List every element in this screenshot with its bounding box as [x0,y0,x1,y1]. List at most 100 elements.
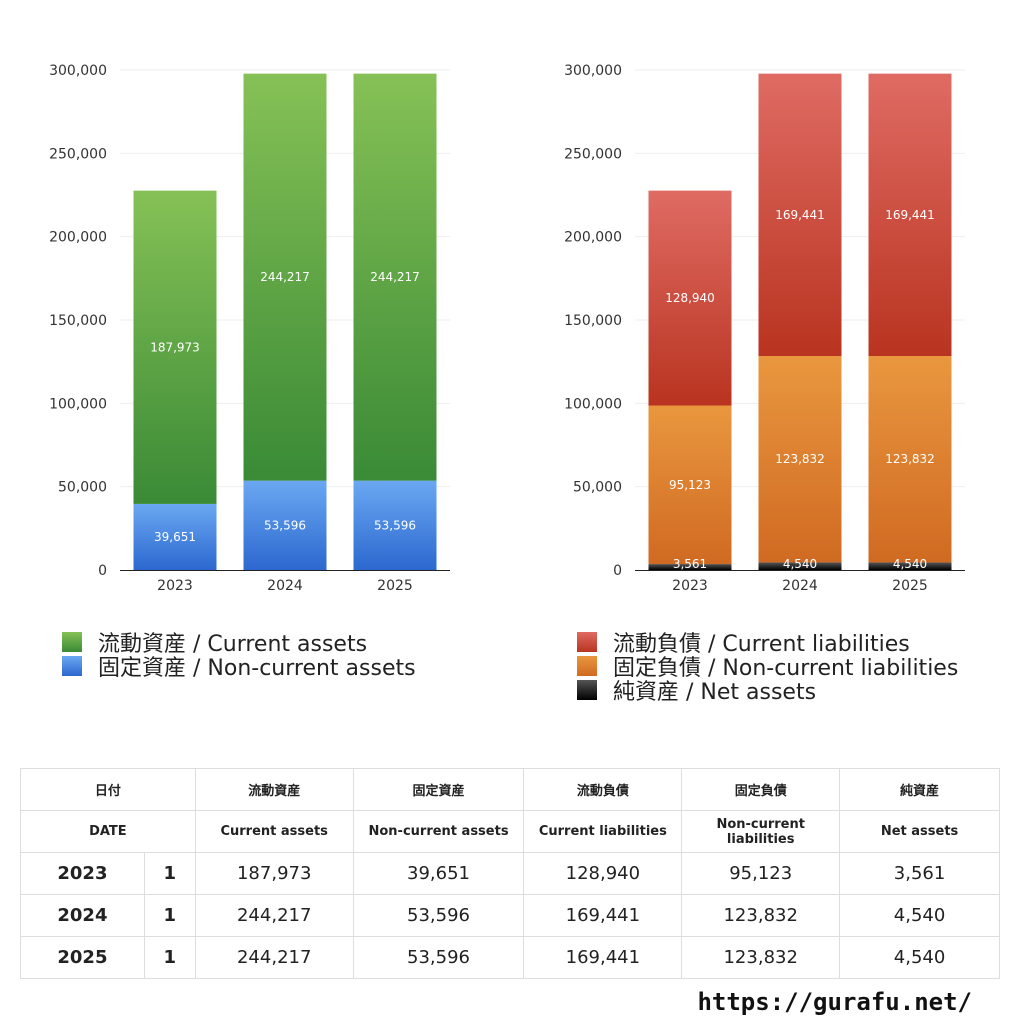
table-cell-net-assets: 4,540 [839,936,1000,979]
liabilities-bar-labels: 3,561 95,123 128,940 4,540 123,832 169,441 4,5… [665,208,935,571]
bar-label-non-current-assets-2023: 39,651 [154,530,196,544]
table-header-en: DATE Current assets Non-current assets C… [20,810,1000,853]
liabilities-y-tick-label: 100,000 [564,396,622,412]
legend-item-current-assets: 流動資産 / Current assets [62,630,416,657]
bar-current-liabilities-2023 [648,190,732,406]
table-row: 2025 1 244,217 53,596 169,441 123,832 4,… [20,936,1000,979]
assets-x-tick-label-2025: 2025 [377,578,413,594]
liabilities-chart: 0 50,000 100,000 150,000 200,000 250,000 300,0… [564,63,965,594]
table-cell-non-current-liabilities: 123,832 [681,936,841,979]
bar-net-assets-2025 [868,562,952,570]
bar-non-current-assets-2024 [243,480,327,570]
legend-item-net-assets: 純資産 / Net assets [577,678,958,705]
liabilities-y-tick-label: 300,000 [564,63,622,79]
bar-label-non-current-assets-2024: 53,596 [264,518,306,532]
legend-label-non-current-assets: 固定資産 / Non-current assets [98,656,416,681]
legend-item-non-current-liabilities: 固定負債 / Non-current liabilities [577,654,958,681]
bar-non-current-liabilities-2023 [648,405,732,565]
assets-x-tick-label-2023: 2023 [157,578,193,594]
assets-y-tick-label: 300,000 [49,63,107,79]
table-cell-count: 1 [143,894,196,937]
liabilities-x-tick-label-2025: 2025 [892,578,928,594]
liabilities-y-tick-label: 150,000 [564,313,622,329]
legend-swatch-current-liabilities [577,632,597,652]
assets-legend: 流動資産 / Current assets 固定資産 / Non-current… [62,630,416,681]
legend-item-non-current-assets: 固定資産 / Non-current assets [62,654,416,681]
table-header-net-assets-jp: 純資産 [839,768,1000,811]
bar-label-current-assets-2023: 187,973 [150,340,200,354]
table-header-non-current-assets-jp: 固定資産 [352,768,525,811]
table-cell-non-current-assets: 53,596 [352,936,525,979]
bar-label-current-liabilities-2024: 169,441 [775,208,825,222]
table-cell-year: 2024 [20,894,145,937]
table-cell-non-current-assets: 53,596 [352,894,525,937]
legend-label-non-current-liabilities: 固定負債 / Non-current liabilities [613,656,959,681]
assets-y-tick-label: 0 [98,563,107,579]
assets-x-tick-label-2024: 2024 [267,578,303,594]
table-header-jp: 日付 流動資産 固定資産 流動負債 固定負債 純資産 [20,768,1000,811]
table-header-non-current-assets-en: Non-current assets [352,810,525,853]
bar-label-net-assets-2025: 4,540 [893,557,927,571]
bar-label-non-current-assets-2025: 53,596 [374,518,416,532]
table-cell-non-current-liabilities: 123,832 [681,894,841,937]
table-header-date-en: DATE [20,810,196,853]
table-cell-current-assets: 244,217 [194,936,354,979]
assets-y-tick-label: 250,000 [49,146,107,162]
legend-label-current-liabilities: 流動負債 / Current liabilities [613,632,910,657]
bar-label-non-current-liabilities-2025: 123,832 [885,452,935,466]
legend-label-current-assets: 流動資産 / Current assets [98,632,368,657]
liabilities-legend: 流動負債 / Current liabilities 固定負債 / Non-cu… [577,630,958,705]
bar-non-current-assets-2023 [133,503,217,570]
bar-label-non-current-liabilities-2023: 95,123 [669,478,711,492]
bar-current-assets-2023 [133,190,217,504]
bar-label-current-liabilities-2023: 128,940 [665,291,715,305]
liabilities-y-tick-label: 0 [613,563,622,579]
table-cell-net-assets: 3,561 [839,852,1000,895]
table-cell-current-liabilities: 128,940 [523,852,683,895]
table-cell-net-assets: 4,540 [839,894,1000,937]
table-header-current-assets-en: Current assets [194,810,354,853]
assets-y-tick-label: 50,000 [58,480,107,496]
liabilities-bars [648,73,952,570]
liabilities-y-tick-label: 250,000 [564,146,622,162]
assets-y-tick-label: 200,000 [49,230,107,246]
table-cell-non-current-liabilities: 95,123 [681,852,841,895]
bar-current-liabilities-2025 [868,73,952,357]
table-cell-year: 2025 [20,936,145,979]
liabilities-y-axis: 0 50,000 100,000 150,000 200,000 250,000 300,0… [564,63,622,579]
table-header-current-liabilities-jp: 流動負債 [523,768,683,811]
legend-label-net-assets: 純資産 / Net assets [613,680,817,705]
assets-bar-labels: 39,651 187,973 53,596 244,217 53,596 244,217 [150,270,420,544]
legend-swatch-non-current-assets [62,656,82,676]
table-cell-current-liabilities: 169,441 [523,894,683,937]
table-header-current-liabilities-en: Current liabilities [523,810,683,853]
site-url[interactable]: https://gurafu.net/ [697,988,972,1016]
data-table: 日付 流動資産 固定資産 流動負債 固定負債 純資産 DATE Current … [20,768,1000,979]
liabilities-y-tick-label: 200,000 [564,230,622,246]
table-cell-current-assets: 187,973 [194,852,354,895]
assets-bars [133,73,437,570]
bar-non-current-assets-2025 [353,480,437,570]
table-cell-count: 1 [143,936,196,979]
bar-label-current-assets-2025: 244,217 [370,270,420,284]
table-row: 2024 1 244,217 53,596 169,441 123,832 4,… [20,894,1000,937]
bar-current-assets-2024 [243,73,327,481]
liabilities-y-tick-label: 50,000 [573,480,622,496]
table-header-date-jp: 日付 [20,768,196,811]
table-cell-current-liabilities: 169,441 [523,936,683,979]
assets-x-axis: 2023 2024 2025 [120,570,450,594]
table-header-net-assets-en: Net assets [839,810,1000,853]
bar-label-net-assets-2023: 3,561 [673,557,707,571]
table-cell-count: 1 [143,852,196,895]
table-header-current-assets-jp: 流動資産 [194,768,354,811]
table-cell-non-current-assets: 39,651 [352,852,525,895]
table-header-non-current-liabilities-jp: 固定負債 [681,768,841,811]
assets-y-tick-label: 150,000 [49,313,107,329]
bar-net-assets-2023 [648,564,732,570]
assets-y-axis: 0 50,000 100,000 150,000 200,000 250,000 300,0… [49,63,107,579]
legend-swatch-current-assets [62,632,82,652]
bar-label-current-liabilities-2025: 169,441 [885,208,935,222]
legend-swatch-net-assets [577,680,597,700]
bar-current-assets-2025 [353,73,437,481]
table-cell-year: 2023 [20,852,145,895]
